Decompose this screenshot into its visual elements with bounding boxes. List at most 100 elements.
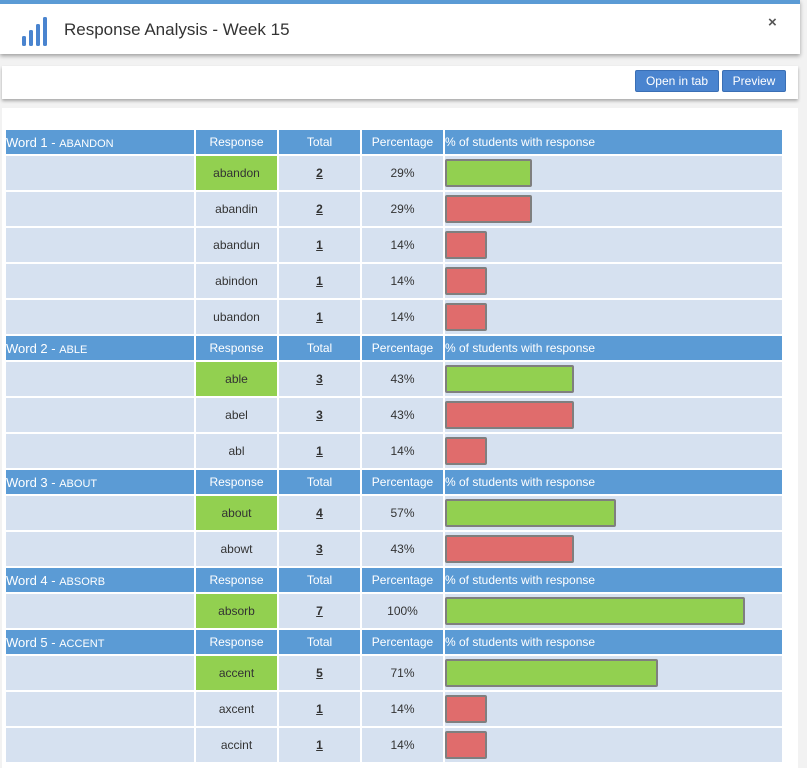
response-column-header: Response (194, 566, 279, 594)
open-in-tab-button[interactable]: Open in tab (635, 70, 719, 92)
total-link[interactable]: 1 (316, 310, 323, 324)
total-link[interactable]: 3 (316, 542, 323, 556)
students-column-header: % of students with response (443, 468, 784, 496)
total-link[interactable]: 1 (316, 702, 323, 716)
word-cell-empty (4, 226, 196, 264)
total-link[interactable]: 1 (316, 738, 323, 752)
students-column-header: % of students with response (443, 628, 784, 656)
bar-cell (443, 262, 784, 300)
percentage-bar (445, 695, 487, 723)
percentage-column-header: Percentage (360, 128, 445, 156)
response-cell: accent (194, 654, 279, 692)
percentage-bar (445, 437, 487, 465)
total-link[interactable]: 3 (316, 408, 323, 422)
percentage-bar (445, 659, 658, 687)
total-link[interactable]: 4 (316, 506, 323, 520)
percentage-cell: 100% (360, 592, 445, 630)
total-cell: 1 (277, 690, 362, 728)
word-name: ACCENT (59, 637, 105, 650)
word-cell-empty (4, 654, 196, 692)
response-column-header: Response (194, 334, 279, 362)
total-link[interactable]: 1 (316, 238, 323, 252)
percentage-bar (445, 535, 574, 563)
word-title: Word 5 - ACCENT (4, 628, 196, 656)
response-cell: abel (194, 396, 279, 434)
total-link[interactable]: 1 (316, 274, 323, 288)
total-cell: 5 (277, 654, 362, 692)
bar-cell (443, 494, 784, 532)
word-cell-empty (4, 592, 196, 630)
response-column-header: Response (194, 468, 279, 496)
word-cell-empty (4, 360, 196, 398)
close-icon[interactable]: × (768, 14, 777, 31)
total-link[interactable]: 2 (316, 166, 323, 180)
percentage-bar (445, 365, 574, 393)
percentage-bar (445, 731, 487, 759)
word-title: Word 3 - ABOUT (4, 468, 196, 496)
word-cell-empty (4, 530, 196, 568)
percentage-cell: 14% (360, 690, 445, 728)
total-link[interactable]: 3 (316, 372, 323, 386)
table-row: abl 1 14% (4, 432, 784, 470)
total-link[interactable]: 5 (316, 666, 323, 680)
total-column-header: Total (277, 566, 362, 594)
percentage-cell: 14% (360, 226, 445, 264)
word-header-row: Word 2 - ABLE Response Total Percentage% of… (4, 334, 784, 362)
percentage-cell: 29% (360, 190, 445, 228)
percentage-bar (445, 401, 574, 429)
students-column-header: % of students with response (443, 566, 784, 594)
word-header-row: Word 3 - ABOUT Response Total Percentage% o… (4, 468, 784, 496)
total-column-header: Total (277, 128, 362, 156)
percentage-cell: 14% (360, 298, 445, 336)
table-row: accint 1 14% (4, 726, 784, 764)
report-panel: Word 1 - ABANDON Response Total Percentage%… (2, 108, 798, 768)
total-cell: 2 (277, 190, 362, 228)
total-cell: 4 (277, 494, 362, 532)
table-row: abandon 2 29% (4, 154, 784, 192)
bar-cell (443, 298, 784, 336)
table-row: absorb 7 100% (4, 592, 784, 630)
bar-cell (443, 190, 784, 228)
word-cell-empty (4, 190, 196, 228)
total-link[interactable]: 7 (316, 604, 323, 618)
response-cell: absorb (194, 592, 279, 630)
table-row: able 3 43% (4, 360, 784, 398)
word-prefix: Word 4 - (6, 572, 60, 588)
students-column-header: % of students with response (443, 334, 784, 362)
total-cell: 1 (277, 726, 362, 764)
table-row: ubandon 1 14% (4, 298, 784, 336)
percentage-cell: 29% (360, 154, 445, 192)
bar-cell (443, 592, 784, 630)
percentage-cell: 71% (360, 654, 445, 692)
total-cell: 1 (277, 432, 362, 470)
word-title: Word 2 - ABLE (4, 334, 196, 362)
bar-cell (443, 226, 784, 264)
word-name: ABLE (59, 343, 88, 356)
bar-cell (443, 396, 784, 434)
total-column-header: Total (277, 468, 362, 496)
word-header-row: Word 5 - ACCENT Response Total Percentage% … (4, 628, 784, 656)
word-header-row: Word 1 - ABANDON Response Total Percentage%… (4, 128, 784, 156)
word-cell-empty (4, 262, 196, 300)
bar-cell (443, 154, 784, 192)
toolbar: Open in tab Preview (2, 66, 798, 99)
bar-cell (443, 654, 784, 692)
preview-button[interactable]: Preview (722, 70, 786, 92)
percentage-bar (445, 267, 487, 295)
total-cell: 3 (277, 396, 362, 434)
percentage-cell: 14% (360, 726, 445, 764)
total-link[interactable]: 2 (316, 202, 323, 216)
response-cell: abandun (194, 226, 279, 264)
response-cell: accint (194, 726, 279, 764)
total-cell: 1 (277, 226, 362, 264)
modal-header: Response Analysis - Week 15 × (0, 0, 800, 54)
total-cell: 3 (277, 530, 362, 568)
total-column-header: Total (277, 334, 362, 362)
word-cell-empty (4, 726, 196, 764)
bar-cell (443, 432, 784, 470)
total-link[interactable]: 1 (316, 444, 323, 458)
bar-cell (443, 530, 784, 568)
response-column-header: Response (194, 128, 279, 156)
percentage-bar (445, 231, 487, 259)
table-row: axcent 1 14% (4, 690, 784, 728)
